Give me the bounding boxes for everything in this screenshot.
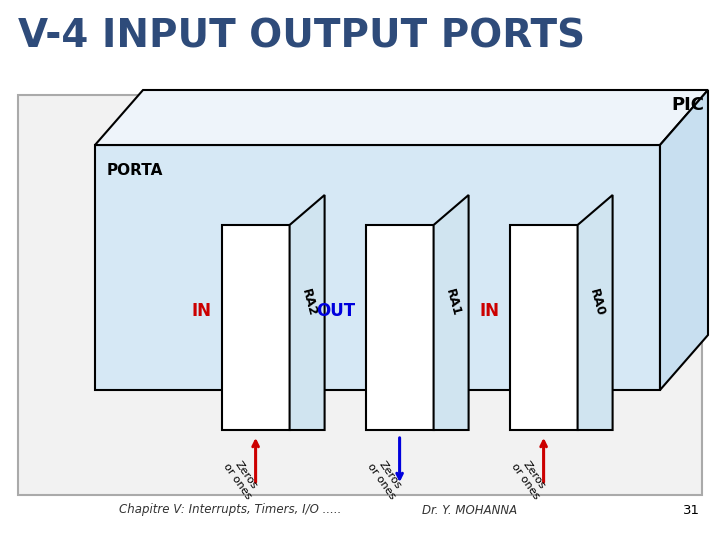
Polygon shape	[660, 90, 708, 390]
Bar	[510, 225, 577, 430]
Polygon shape	[433, 195, 469, 430]
Text: Zeros
or ones: Zeros or ones	[221, 455, 262, 501]
Polygon shape	[95, 90, 708, 145]
Bar	[222, 225, 289, 430]
Text: Zeros
or ones: Zeros or ones	[509, 455, 550, 501]
Text: 31: 31	[683, 503, 700, 516]
Text: Zeros
or ones: Zeros or ones	[365, 455, 406, 501]
Text: IN: IN	[192, 302, 212, 320]
Text: IN: IN	[480, 302, 500, 320]
Text: Dr. Y. MOHANNA: Dr. Y. MOHANNA	[423, 503, 518, 516]
Text: V-4 INPUT OUTPUT PORTS: V-4 INPUT OUTPUT PORTS	[18, 18, 585, 56]
Text: OUT: OUT	[317, 302, 356, 320]
Polygon shape	[577, 195, 613, 430]
Polygon shape	[289, 195, 325, 430]
FancyBboxPatch shape	[18, 95, 702, 495]
Bar	[366, 225, 433, 430]
Text: RA0: RA0	[587, 288, 607, 318]
Text: RA1: RA1	[443, 288, 463, 318]
Text: Chapitre V: Interrupts, Timers, I/O .....: Chapitre V: Interrupts, Timers, I/O ....…	[119, 503, 341, 516]
Text: RA2: RA2	[299, 288, 319, 318]
Bar	[95, 145, 660, 390]
Text: PORTA: PORTA	[107, 163, 163, 178]
Text: PIC: PIC	[671, 96, 704, 114]
